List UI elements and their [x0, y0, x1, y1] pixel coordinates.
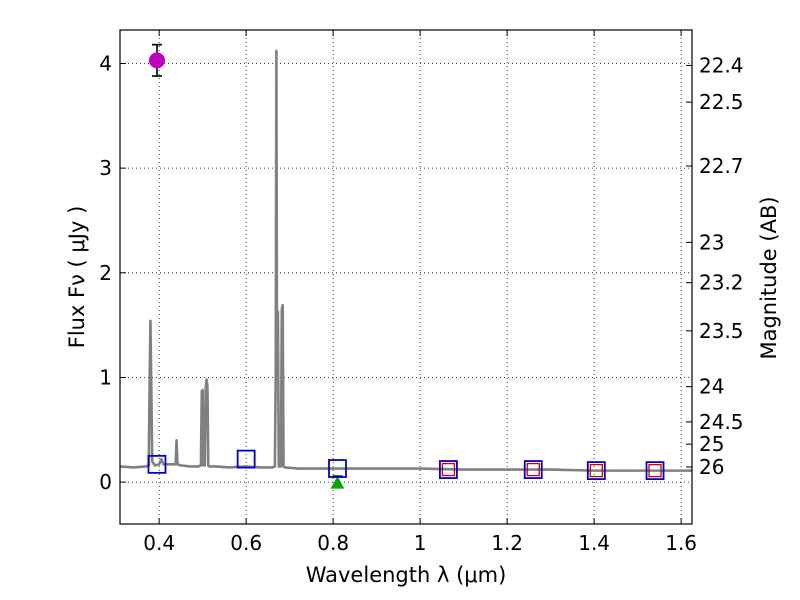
x-tick-label: 1	[414, 531, 427, 555]
plot-area	[120, 30, 692, 524]
magnitude-tick-label: 23.2	[699, 271, 744, 295]
model-band-square	[328, 459, 347, 478]
upper-limit-triangle	[330, 476, 345, 489]
magnitude-tick-label: 24	[699, 375, 724, 399]
magnitude-tick-label: 23.5	[699, 319, 744, 343]
x-tick-label: 0.6	[230, 531, 262, 555]
y-tick-label: 4	[99, 51, 112, 75]
band-measurement-square	[589, 463, 603, 478]
band-measurement-square	[526, 462, 540, 477]
x-tick-label: 0.4	[143, 531, 175, 555]
model-band-square	[236, 449, 256, 469]
x-tick-label: 0.8	[317, 531, 349, 555]
measured-flux-point	[148, 52, 165, 69]
model-spectrum-line	[119, 49, 692, 472]
y-tick-label: 2	[99, 261, 112, 285]
magnitude-tick-label: 24.5	[699, 410, 744, 434]
y-axis-label: Flux Fν ( μJy )	[65, 206, 89, 349]
model-band-square	[645, 461, 665, 481]
model-band-square	[439, 460, 458, 479]
band-measurement-square	[648, 463, 662, 478]
model-band-square	[523, 460, 543, 479]
x-tick-label: 1.4	[578, 531, 610, 555]
band-measurement-square	[441, 462, 456, 477]
magnitude-tick-label: 26	[699, 455, 724, 479]
magnitude-tick-label: 25	[699, 432, 724, 456]
y-tick-label: 3	[99, 156, 112, 180]
magnitude-tick-label: 22.7	[699, 154, 744, 178]
x-axis-label: Wavelength λ (μm)	[306, 563, 507, 587]
model-band-square	[147, 454, 167, 474]
plot-frame	[119, 29, 693, 525]
marker-layer	[147, 43, 665, 489]
magnitude-tick-label: 23	[699, 230, 724, 254]
y-tick-label: 1	[99, 365, 112, 389]
series-layer	[119, 49, 692, 472]
magnitude-tick-label: 22.5	[699, 90, 744, 114]
y-tick-label: 0	[99, 470, 112, 494]
x-tick-label: 1.2	[491, 531, 523, 555]
magnitude-axis-label: Magnitude (AB)	[757, 196, 781, 359]
grid-layer	[120, 30, 692, 524]
x-tick-label: 1.6	[665, 531, 697, 555]
magnitude-tick-label: 22.4	[699, 53, 744, 77]
model-band-square	[586, 461, 606, 481]
